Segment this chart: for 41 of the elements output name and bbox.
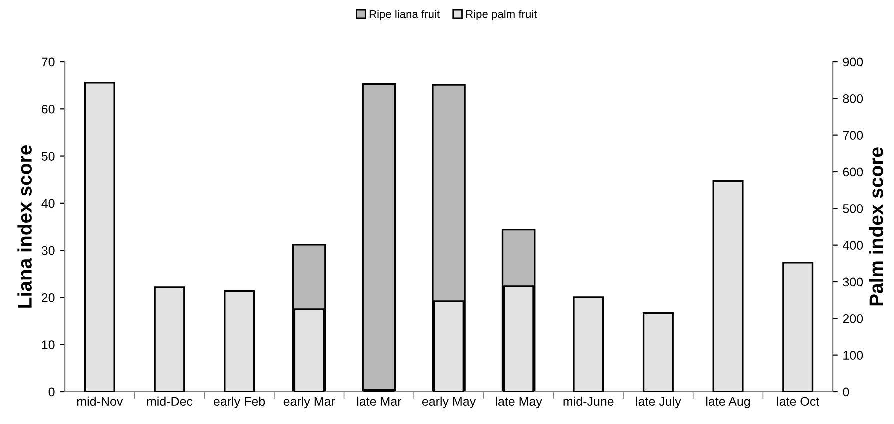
- bar: [782, 262, 814, 392]
- legend-label: Ripe palm fruit: [466, 10, 538, 20]
- x-tick-label: early Mar: [284, 396, 336, 409]
- y2-tick-label: 900: [843, 58, 864, 67]
- bar: [573, 296, 604, 392]
- y-tick-label: 10: [42, 340, 55, 350]
- y2-axis-title: Palm index score: [869, 148, 884, 306]
- bar: [224, 290, 256, 392]
- bar: [712, 180, 744, 392]
- x-tick-label: early Feb: [214, 396, 266, 409]
- x-tick-label: late Mar: [357, 396, 402, 406]
- bar: [84, 82, 116, 392]
- x-tick-label: early May: [422, 396, 476, 409]
- x-tick-label: late Aug: [706, 396, 750, 409]
- y2-tick-label: 500: [843, 204, 864, 214]
- x-tick-label: mid-Nov: [77, 396, 124, 406]
- legend-label: Ripe liana fruit: [370, 10, 440, 20]
- x-tick-label: mid-June: [564, 396, 614, 406]
- y2-tick-label: 100: [844, 351, 864, 360]
- y-tick-label: 40: [42, 199, 55, 208]
- x-tick-label: late May: [496, 396, 542, 409]
- x-tick-label: late Oct: [777, 396, 820, 406]
- y2-tick-label: 400: [843, 241, 864, 250]
- bar: [154, 286, 186, 392]
- y-tick-label: 20: [42, 294, 55, 302]
- y-tick-label: 0: [48, 388, 55, 397]
- y2-tick-label: 600: [843, 168, 864, 177]
- x-tick-label: late July: [636, 396, 682, 409]
- y-tick-label: 70: [42, 58, 55, 67]
- bar: [642, 312, 674, 392]
- y-axis-title: Liana index score: [18, 146, 32, 308]
- y-tick-label: 60: [42, 104, 55, 114]
- y2-tick-label: 300: [843, 278, 864, 287]
- x-tick-label: mid-Dec: [147, 396, 193, 406]
- y-tick-label: 50: [42, 152, 55, 161]
- y2-tick-label: 200: [843, 314, 864, 324]
- y2-tick-label: 800: [843, 94, 864, 104]
- y2-tick-label: 700: [843, 131, 864, 140]
- y-tick-label: 30: [42, 246, 55, 256]
- bar: [362, 83, 396, 392]
- y2-tick-label: 0: [843, 388, 850, 397]
